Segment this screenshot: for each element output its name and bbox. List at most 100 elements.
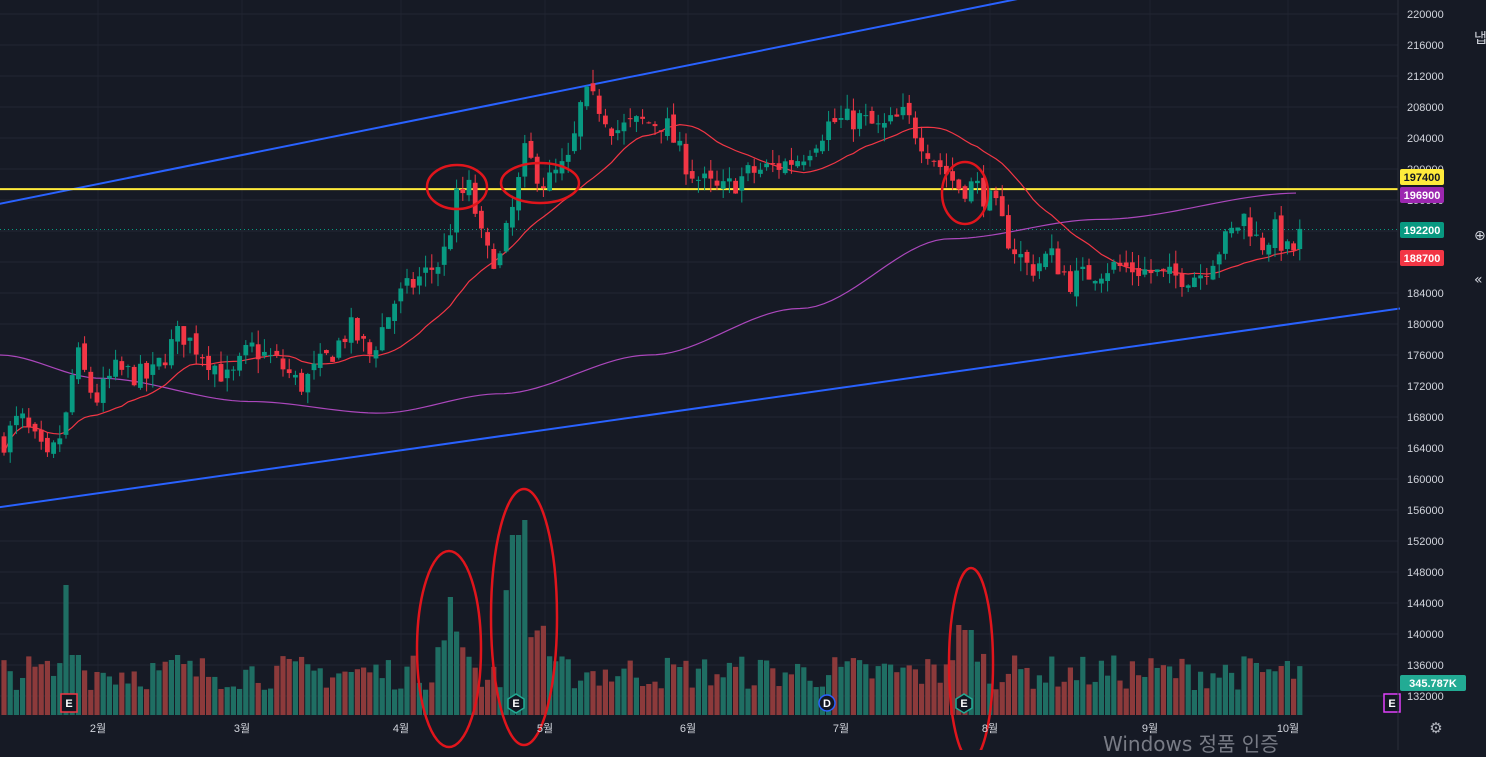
volume-bar-down [485, 679, 491, 715]
volume-bar-down [770, 668, 776, 715]
candle-up [1092, 280, 1098, 284]
candle-down [708, 170, 714, 179]
candle-down [733, 180, 738, 194]
candle-down [671, 114, 676, 143]
candle-up [1229, 227, 1234, 234]
candle-up [231, 369, 236, 371]
candle-up [169, 339, 174, 366]
right-toolbar-item-2[interactable]: « [1474, 272, 1483, 288]
candle-up [51, 442, 56, 454]
volume-bar-up [757, 659, 763, 715]
candle-up [844, 108, 850, 120]
candle-up [1185, 285, 1191, 288]
right-toolbar-item-0[interactable]: 냅 [1474, 31, 1486, 47]
price-axis: 2200002160002120002080002040002000001960… [1397, 0, 1444, 750]
y-tick-label: 168000 [1407, 412, 1444, 424]
volume-bar-up [621, 668, 627, 715]
candle-up [150, 364, 156, 375]
volume-bar-up [373, 664, 379, 715]
y-tick-label: 184000 [1407, 288, 1444, 300]
candle-down [485, 232, 490, 246]
volume-bar-up [795, 663, 801, 715]
volume-bar-down [354, 669, 360, 715]
volume-bar-down [714, 674, 720, 715]
volume-bar-down [1129, 661, 1135, 715]
price-badge-label: 196900 [1404, 190, 1441, 202]
volume-bar-down [683, 660, 689, 715]
candle-up [503, 223, 509, 252]
volume-bar-up [150, 663, 156, 715]
candle-up [838, 118, 844, 120]
volume-bar-up [522, 520, 528, 715]
event-marker-label: E [512, 698, 519, 710]
volume-bar-up [336, 673, 342, 715]
volume-bar-down [1148, 658, 1154, 715]
volume-bar-up [398, 688, 404, 715]
gear-icon[interactable]: ⚙ [1429, 720, 1443, 737]
candle-down [1123, 262, 1129, 267]
candle-down [1173, 263, 1179, 276]
channel-upper-line [0, 0, 1018, 205]
candle-up [398, 288, 404, 302]
volume-bar-up [100, 672, 106, 715]
candle-down [479, 210, 484, 229]
candle-down [131, 366, 137, 386]
channel-lower-line [0, 307, 1401, 509]
volume-bar-down [788, 674, 794, 715]
volume-bar-down [540, 625, 546, 715]
candle-down [361, 336, 366, 339]
volume-bar-down [602, 669, 608, 715]
candle-up [968, 181, 974, 202]
y-tick-label: 216000 [1407, 40, 1444, 52]
candle-down [410, 278, 416, 288]
candle-down [324, 350, 329, 354]
candle-up [615, 130, 621, 134]
candle-down [646, 122, 652, 124]
candle-up [224, 369, 230, 379]
volume-bar-up [782, 672, 788, 715]
volume-bar-down [981, 653, 987, 715]
candle-down [640, 116, 645, 119]
candle-down [1148, 269, 1154, 274]
volume-bar-down [218, 688, 224, 715]
price-badge [1400, 250, 1444, 266]
right-toolbar-item-1[interactable]: ⊕ [1474, 228, 1486, 244]
candle-down [652, 124, 658, 127]
volume-bar-down [1117, 680, 1123, 715]
y-tick-label: 144000 [1407, 598, 1444, 610]
candle-down [38, 429, 44, 442]
candle-up [1037, 263, 1042, 272]
candle-up [1210, 265, 1216, 280]
candle-down [1024, 251, 1030, 263]
volume-bar-down [1260, 672, 1266, 715]
candle-up [584, 86, 590, 107]
volume-bar-up [1185, 664, 1191, 715]
candle-down [286, 369, 292, 374]
volume-bar-up [63, 585, 69, 715]
candle-down [119, 361, 125, 370]
candle-up [100, 378, 106, 403]
price-badge [1400, 169, 1444, 185]
candle-down [342, 338, 348, 343]
volume-bar-up [311, 670, 317, 715]
candle-down [776, 163, 782, 170]
volume-bar-down [38, 664, 44, 715]
y-tick-label: 156000 [1407, 505, 1444, 517]
candle-down [1030, 264, 1036, 276]
volume-bar-down [26, 656, 32, 715]
volume-bar-up [1092, 681, 1098, 715]
volume-bar-down [491, 666, 497, 715]
candle-up [813, 148, 819, 153]
volume-bar-up [1036, 675, 1042, 715]
volume-bar-up [69, 655, 75, 715]
volume-bar-up [633, 677, 639, 715]
candle-up [392, 303, 397, 322]
volume-bar-down [850, 658, 856, 715]
volume-bar-down [1179, 658, 1185, 715]
volume-bar-down [528, 637, 534, 715]
x-tick-label: 4월 [393, 722, 409, 735]
volume-bar-up [1253, 662, 1259, 715]
candle-up [466, 179, 472, 196]
trend-channel [0, 0, 1401, 509]
